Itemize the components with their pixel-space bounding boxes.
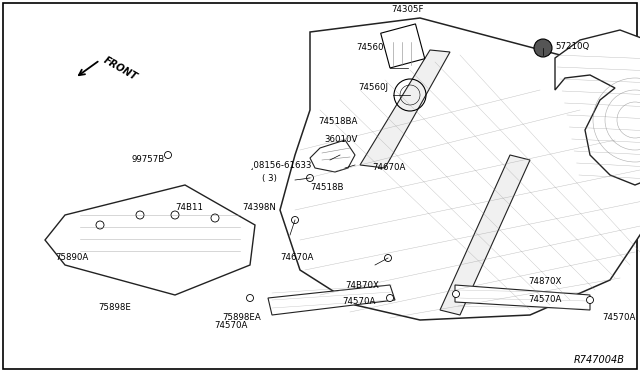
Text: 74570A: 74570A (214, 321, 248, 330)
Polygon shape (268, 285, 395, 315)
Polygon shape (440, 155, 530, 315)
Circle shape (136, 211, 144, 219)
Text: ¸08156-61633: ¸08156-61633 (250, 160, 312, 170)
Polygon shape (310, 140, 355, 172)
Polygon shape (45, 185, 255, 295)
Text: ( 3): ( 3) (262, 173, 277, 183)
Circle shape (387, 295, 394, 301)
Text: 75898E: 75898E (98, 304, 131, 312)
Text: 75898EA: 75898EA (222, 314, 260, 323)
Circle shape (164, 151, 172, 158)
Text: 74560J: 74560J (358, 83, 388, 93)
Circle shape (171, 211, 179, 219)
Circle shape (586, 296, 593, 304)
Text: FRONT: FRONT (102, 55, 139, 82)
Text: 74670A: 74670A (372, 164, 405, 173)
Circle shape (534, 39, 552, 57)
Text: 99757B: 99757B (132, 155, 165, 164)
Circle shape (307, 174, 314, 182)
Circle shape (291, 217, 298, 224)
Polygon shape (360, 50, 450, 168)
Text: 74560: 74560 (356, 44, 384, 52)
Text: 74670A: 74670A (280, 253, 314, 263)
Text: 74398N: 74398N (242, 203, 276, 212)
Polygon shape (555, 30, 640, 185)
Circle shape (385, 254, 392, 262)
Text: 74518B: 74518B (310, 183, 344, 192)
Polygon shape (280, 18, 640, 320)
Text: 74570A: 74570A (342, 298, 376, 307)
Text: 75890A: 75890A (55, 253, 88, 263)
Text: 74B11: 74B11 (175, 203, 203, 212)
Circle shape (452, 291, 460, 298)
Polygon shape (455, 285, 590, 310)
Circle shape (96, 221, 104, 229)
Text: 74570A: 74570A (602, 314, 636, 323)
Bar (381, 24, 425, 68)
Text: 74570A: 74570A (528, 295, 561, 305)
Text: 74305F: 74305F (392, 6, 424, 15)
Circle shape (246, 295, 253, 301)
Circle shape (211, 214, 219, 222)
Text: R747004B: R747004B (574, 355, 625, 365)
Text: 57210Q: 57210Q (555, 42, 589, 51)
Text: 74870X: 74870X (528, 278, 561, 286)
Text: 36010V: 36010V (324, 135, 358, 144)
Text: 74B70X: 74B70X (345, 280, 379, 289)
Text: 74518BA: 74518BA (319, 118, 358, 126)
